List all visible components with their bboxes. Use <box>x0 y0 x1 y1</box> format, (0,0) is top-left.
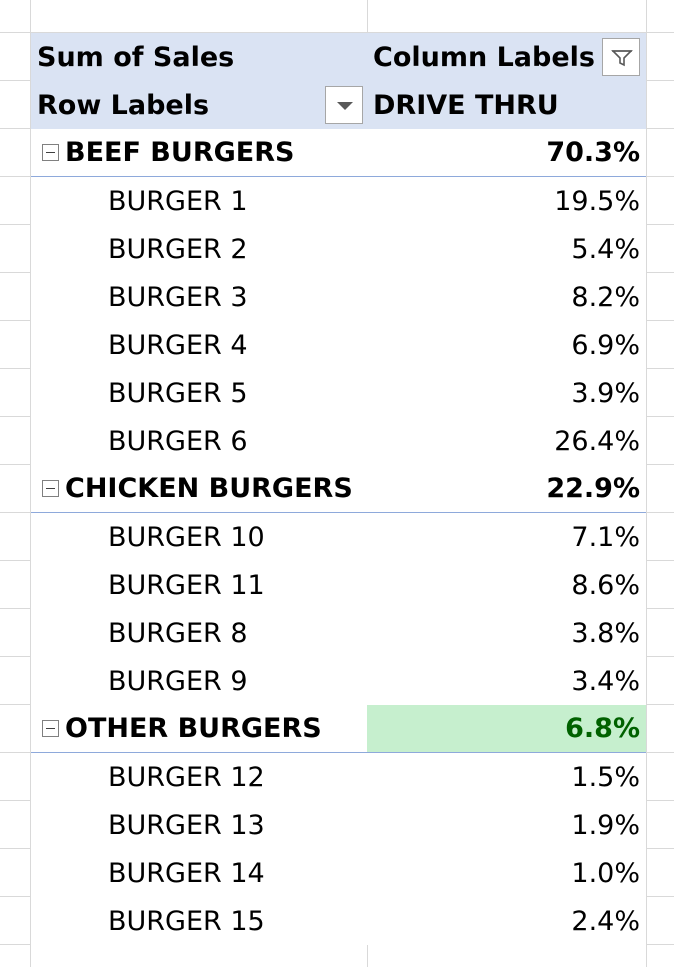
group-label-cell[interactable]: BEEF BURGERS <box>31 129 367 176</box>
item-value[interactable]: 26.4% <box>554 425 640 457</box>
group-total-value[interactable]: 22.9% <box>546 473 640 504</box>
column-filter-button[interactable] <box>602 38 640 76</box>
pivot-item-row: BURGER 10 7.1% <box>31 513 646 561</box>
pivot-item-row: BURGER 3 8.2% <box>31 273 646 321</box>
item-label[interactable]: BURGER 3 <box>108 281 248 313</box>
pivot-item-row: BURGER 9 3.4% <box>31 657 646 705</box>
pivot-header-row-2: Row Labels DRIVE THRU <box>31 81 646 129</box>
item-label[interactable]: BURGER 5 <box>108 377 248 409</box>
collapse-minus-icon[interactable] <box>42 480 59 497</box>
value-field-label[interactable]: Sum of Sales <box>37 41 235 73</box>
pivot-item-row: BURGER 13 1.9% <box>31 801 646 849</box>
item-value[interactable]: 6.9% <box>571 329 640 361</box>
item-label[interactable]: BURGER 10 <box>108 521 265 553</box>
group-label-cell[interactable]: CHICKEN BURGERS <box>31 465 367 512</box>
column-labels-header[interactable]: Column Labels <box>373 41 595 73</box>
column-value-header[interactable]: DRIVE THRU <box>373 89 559 121</box>
pivot-item-row: BURGER 4 6.9% <box>31 321 646 369</box>
item-label[interactable]: BURGER 13 <box>108 809 265 841</box>
item-value[interactable]: 3.8% <box>571 617 640 649</box>
pivot-header-row-1: Sum of Sales Column Labels <box>31 33 646 81</box>
pivot-item-row: BURGER 5 3.9% <box>31 369 646 417</box>
item-label[interactable]: BURGER 4 <box>108 329 248 361</box>
pivot-item-row: BURGER 11 8.6% <box>31 561 646 609</box>
pivot-table: Sum of Sales Column Labels Row Labels DR… <box>31 33 646 945</box>
group-label: CHICKEN BURGERS <box>65 473 353 504</box>
group-total-value[interactable]: 6.8% <box>367 705 646 752</box>
item-value[interactable]: 8.6% <box>571 569 640 601</box>
pivot-group-row: BEEF BURGERS 70.3% <box>31 129 646 177</box>
collapse-minus-icon[interactable] <box>42 144 59 161</box>
pivot-item-row: BURGER 1 19.5% <box>31 177 646 225</box>
row-gridline <box>0 32 674 33</box>
item-value[interactable]: 7.1% <box>571 521 640 553</box>
filter-funnel-icon <box>611 50 633 67</box>
item-label[interactable]: BURGER 9 <box>108 665 248 697</box>
pivot-item-row: BURGER 15 2.4% <box>31 897 646 945</box>
pivot-item-row: BURGER 6 26.4% <box>31 417 646 465</box>
column-gridline <box>30 0 31 967</box>
item-label[interactable]: BURGER 15 <box>108 905 265 937</box>
dropdown-arrow-icon <box>337 102 353 110</box>
item-label[interactable]: BURGER 12 <box>108 761 265 793</box>
group-label-cell[interactable]: OTHER BURGERS <box>31 705 367 752</box>
pivot-item-row: BURGER 8 3.8% <box>31 609 646 657</box>
pivot-group-row: OTHER BURGERS 6.8% <box>31 705 646 753</box>
item-value[interactable]: 5.4% <box>571 233 640 265</box>
item-value[interactable]: 3.9% <box>571 377 640 409</box>
row-filter-button[interactable] <box>325 86 363 124</box>
item-label[interactable]: BURGER 1 <box>108 185 248 217</box>
item-label[interactable]: BURGER 8 <box>108 617 248 649</box>
column-gridline <box>646 0 647 967</box>
pivot-item-row: BURGER 14 1.0% <box>31 849 646 897</box>
item-value[interactable]: 1.9% <box>571 809 640 841</box>
row-labels-header[interactable]: Row Labels <box>37 89 210 121</box>
pivot-item-row: BURGER 2 5.4% <box>31 225 646 273</box>
pivot-item-row: BURGER 12 1.5% <box>31 753 646 801</box>
item-value[interactable]: 2.4% <box>571 905 640 937</box>
group-label: OTHER BURGERS <box>65 713 322 744</box>
item-label[interactable]: BURGER 6 <box>108 425 248 457</box>
item-value[interactable]: 8.2% <box>571 281 640 313</box>
item-value[interactable]: 1.5% <box>571 761 640 793</box>
item-value[interactable]: 1.0% <box>571 857 640 889</box>
group-label: BEEF BURGERS <box>65 137 295 168</box>
group-total-value[interactable]: 70.3% <box>546 137 640 168</box>
item-value[interactable]: 19.5% <box>554 185 640 217</box>
item-label[interactable]: BURGER 14 <box>108 857 265 889</box>
item-value[interactable]: 3.4% <box>571 665 640 697</box>
item-label[interactable]: BURGER 11 <box>108 569 265 601</box>
collapse-minus-icon[interactable] <box>42 720 59 737</box>
pivot-group-row: CHICKEN BURGERS 22.9% <box>31 465 646 513</box>
item-label[interactable]: BURGER 2 <box>108 233 248 265</box>
